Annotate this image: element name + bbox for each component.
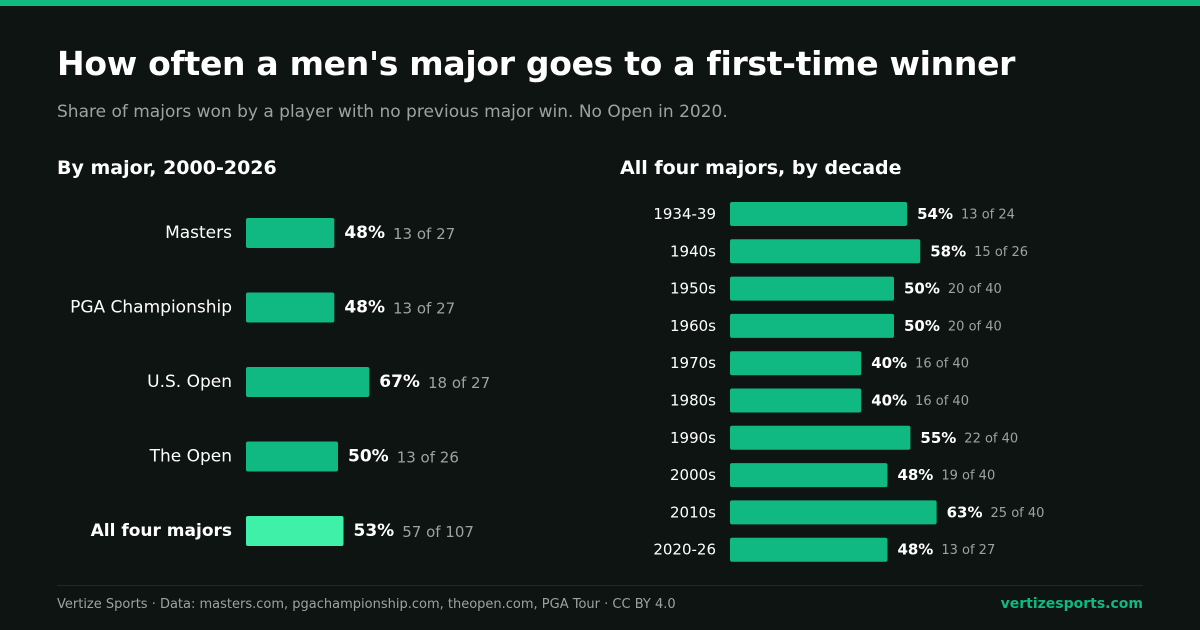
category-label: 2010s [670,503,716,521]
count-label: 13 of 24 [961,208,1015,223]
right-panel-title: All four majors, by decade [620,157,902,179]
count-label: 20 of 40 [948,319,1002,334]
count-label: 20 of 40 [948,282,1002,297]
category-label: 1980s [670,392,716,410]
value-label: 50% [904,280,940,298]
bar [730,351,862,376]
bar [246,516,344,546]
value-label: 48% [344,298,385,318]
category-label: PGA Championship [70,298,232,318]
value-label: 40% [871,392,907,410]
value-label: 63% [947,503,983,521]
count-label: 15 of 26 [974,245,1028,260]
footer-divider [57,585,1143,586]
bar [246,218,335,248]
footer-credit: Vertize Sports · Data: masters.com, pgac… [57,597,676,612]
category-label: Masters [165,223,232,243]
category-label: 1960s [670,317,716,335]
category-label: The Open [149,447,232,467]
value-label: 55% [920,429,956,447]
count-label: 13 of 27 [393,225,455,243]
category-label: All four majors [91,521,232,541]
count-label: 13 of 26 [397,449,459,467]
value-label: 53% [354,521,395,541]
count-label: 18 of 27 [428,374,490,392]
value-label: 67% [379,372,420,392]
value-label: 40% [871,354,907,372]
chart-title: How often a men's major goes to a first-… [57,44,1016,83]
value-label: 58% [930,242,966,260]
left-panel-title: By major, 2000-2026 [57,157,277,179]
count-label: 57 of 107 [402,523,474,541]
count-label: 25 of 40 [991,506,1045,521]
category-label: 1990s [670,429,716,447]
bar [246,441,338,472]
value-label: 48% [897,466,933,484]
value-label: 48% [897,541,933,559]
category-label: 1950s [670,280,716,298]
value-label: 50% [348,447,389,467]
bar [730,388,862,413]
bar [730,425,911,450]
bar [730,313,894,338]
count-label: 19 of 40 [941,469,995,484]
bar [730,239,921,264]
bar [246,367,370,397]
category-label: U.S. Open [147,372,232,392]
value-label: 50% [904,317,940,335]
bar [730,276,894,301]
category-label: 1934-39 [653,205,716,223]
footer-site-link[interactable]: vertizesports.com [1000,596,1143,612]
count-label: 13 of 27 [393,300,455,318]
chart-subtitle: Share of majors won by a player with no … [57,102,728,122]
count-label: 13 of 27 [941,543,995,558]
category-label: 1970s [670,354,716,372]
bar [730,463,888,488]
value-label: 54% [917,205,953,223]
bar [730,537,888,562]
value-label: 48% [344,223,385,243]
count-label: 22 of 40 [964,431,1018,446]
category-label: 1940s [670,242,716,260]
category-label: 2020-26 [653,541,716,559]
bar [246,292,335,323]
category-label: 2000s [670,466,716,484]
count-label: 16 of 40 [915,357,969,372]
bar [730,202,908,226]
bar [730,500,937,525]
top-accent-bar [0,0,1200,6]
count-label: 16 of 40 [915,394,969,409]
